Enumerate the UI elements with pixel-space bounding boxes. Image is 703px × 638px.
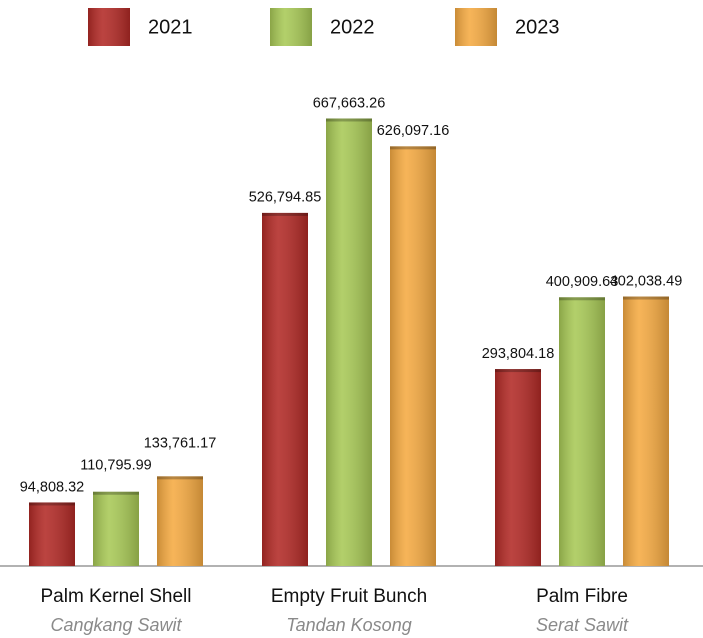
legend-swatch-shade [270,8,312,46]
bar-shade [326,118,372,566]
bar-shade [262,212,308,566]
value-label: 667,663.26 [313,95,386,111]
bar-shade [29,502,75,566]
value-label: 133,761.17 [144,435,217,451]
bar-shade [559,297,605,566]
value-label: 626,097.16 [377,123,450,139]
bar-shade [495,369,541,566]
value-label: 526,794.85 [249,190,322,206]
bar-cap [495,369,541,373]
legend-swatch-shade [455,8,497,46]
bar-shade [390,146,436,566]
legend-label: 2021 [148,16,193,38]
value-label: 400,909.63 [546,274,619,290]
legend-label: 2022 [330,16,375,38]
category-subtitle: Cangkang Sawit [50,615,182,635]
category-label: Empty Fruit Bunch [271,586,427,607]
bar-cap [559,297,605,301]
legend-label: 2023 [515,16,560,38]
bar-cap [326,118,372,122]
bar-cap [390,146,436,150]
bar-cap [262,212,308,216]
category-subtitle: Tandan Kosong [286,615,411,635]
bar-cap [93,491,139,495]
legend-swatch-shade [88,8,130,46]
category-subtitle: Serat Sawit [536,615,629,635]
bar-cap [157,476,203,480]
bar-cap [29,502,75,506]
bar-shade [623,296,669,566]
value-label: 293,804.18 [482,346,555,362]
bar-cap [623,296,669,300]
bar-shade [157,476,203,566]
category-label: Palm Kernel Shell [40,586,191,607]
value-label: 402,038.49 [610,273,683,289]
value-label: 110,795.99 [80,457,152,473]
value-label: 94,808.32 [20,479,85,495]
category-label: Palm Fibre [536,586,628,607]
bar-shade [93,491,139,566]
